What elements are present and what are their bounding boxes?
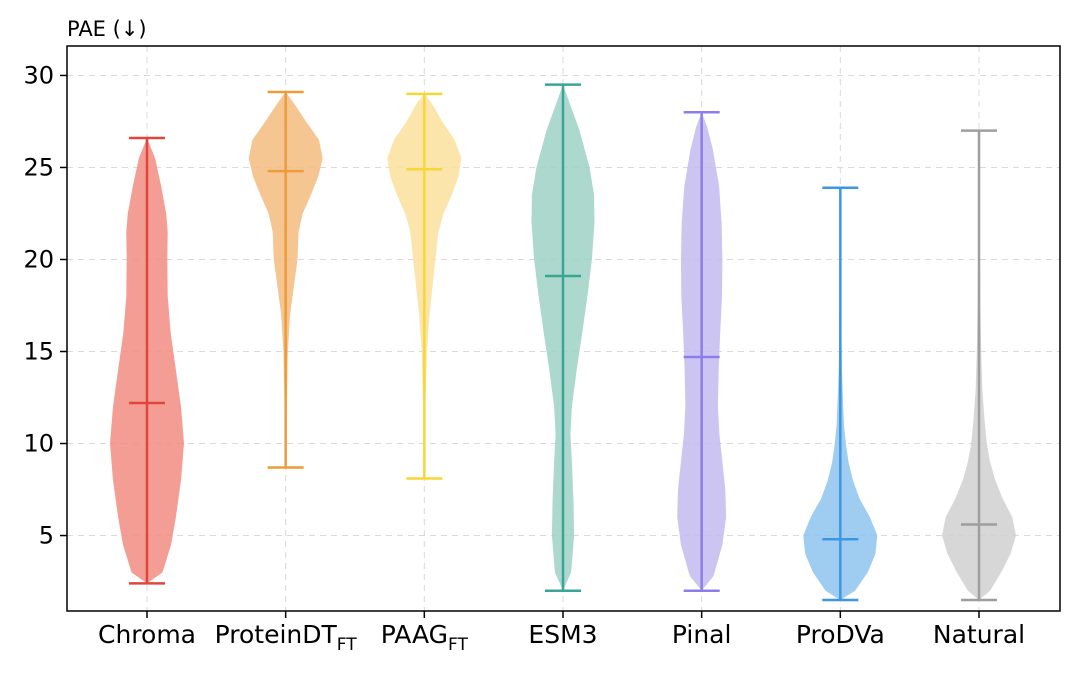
violin-natural	[942, 129, 1016, 602]
y-tick-label-30: 30	[23, 61, 54, 89]
y-tick-label-10: 10	[23, 430, 54, 458]
y-tick-label-5: 5	[39, 522, 54, 550]
y-axis-label: PAE (↓)	[67, 17, 147, 41]
y-tick-label-15: 15	[23, 338, 54, 366]
x-tick-label-proteindt: ProteinDTFT	[215, 620, 358, 655]
violin-esm3	[531, 83, 595, 593]
x-tick-label-prodva: ProDVa	[796, 620, 885, 649]
violin-proteindt	[248, 90, 323, 469]
y-tick-label-20: 20	[23, 245, 54, 273]
x-tick-label-natural: Natural	[933, 620, 1025, 649]
violin-paag	[387, 92, 462, 480]
violin-pinal	[677, 111, 727, 593]
x-tick-label-paag: PAAGFT	[381, 620, 469, 655]
x-tick-label-chroma: Chroma	[98, 620, 196, 649]
x-tick-label-esm3: ESM3	[528, 620, 597, 649]
axes: 5 10 15 20 25 30 Chroma ProteinDTFT PAAGFT ESM3 Pi…	[23, 61, 1025, 655]
violin-chroma	[110, 136, 184, 585]
x-tick-label-pinal: Pinal	[672, 620, 732, 649]
violins	[110, 83, 1016, 602]
violin-prodva	[803, 186, 878, 602]
y-tick-label-25: 25	[23, 153, 54, 181]
